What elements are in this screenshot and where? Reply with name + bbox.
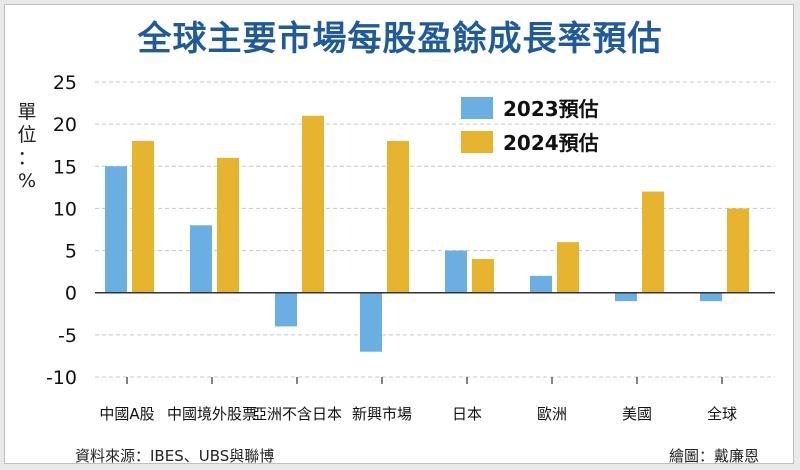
bar-2024 xyxy=(217,157,239,293)
bar-2023 xyxy=(530,275,552,293)
y-tick-label: 0 xyxy=(65,283,77,305)
credit-note: 繪圖：戴廉恩 xyxy=(668,447,759,465)
y-tick-label: 15 xyxy=(53,156,77,178)
y-tick-label: 5 xyxy=(65,241,77,263)
bar-2024 xyxy=(642,191,664,293)
bar-2024 xyxy=(472,259,494,293)
bar-2023 xyxy=(700,292,722,302)
x-tick-label: 中國境外股票 xyxy=(167,405,257,423)
x-tick-label: 新興市場 xyxy=(352,405,412,423)
x-tick-label: 全球 xyxy=(707,405,737,423)
bar-2024 xyxy=(132,141,154,293)
bar-2024 xyxy=(387,141,409,293)
bar-2023 xyxy=(360,292,382,352)
bar-2023 xyxy=(445,250,467,293)
unit-char: 位 xyxy=(17,124,37,146)
unit-char: % xyxy=(17,170,37,192)
bar-2024 xyxy=(557,242,579,293)
bar-2023 xyxy=(275,292,297,327)
y-tick-label: 25 xyxy=(53,72,77,94)
bar-2024 xyxy=(302,115,324,293)
bar-2024 xyxy=(727,208,749,293)
x-tick-label: 亞洲不含日本 xyxy=(252,405,342,423)
bar-2023 xyxy=(615,292,637,302)
legend-swatch-2023 xyxy=(461,97,493,119)
chart-title: 全球主要市場每股盈餘成長率預估 xyxy=(137,19,663,59)
source-note: 資料來源：IBES、UBS與聯博 xyxy=(75,447,275,465)
chart-frame: 全球主要市場每股盈餘成長率預估 單 位 ： % 25 20 15 10 5 0 -5 -10 中… xyxy=(4,4,794,465)
unit-char: ： xyxy=(17,147,37,169)
bar-2023 xyxy=(105,166,127,293)
y-tick-label: 20 xyxy=(53,114,77,136)
legend-label: 2023預估 xyxy=(503,97,599,121)
x-tick-label: 歐洲 xyxy=(537,405,567,423)
legend-swatch-2024 xyxy=(461,131,493,153)
y-tick-label: -5 xyxy=(58,325,77,347)
unit-char: 單 xyxy=(17,101,37,123)
unit-label: 單 位 ： % xyxy=(17,101,37,193)
bar-2023 xyxy=(190,225,212,293)
x-tick-label: 日本 xyxy=(452,405,482,423)
y-tick-label: 10 xyxy=(53,198,77,220)
x-tick-label: 中國A股 xyxy=(99,405,154,423)
x-tick-label: 美國 xyxy=(622,405,652,423)
legend-label: 2024預估 xyxy=(503,131,599,155)
y-tick-label: -10 xyxy=(46,367,77,389)
